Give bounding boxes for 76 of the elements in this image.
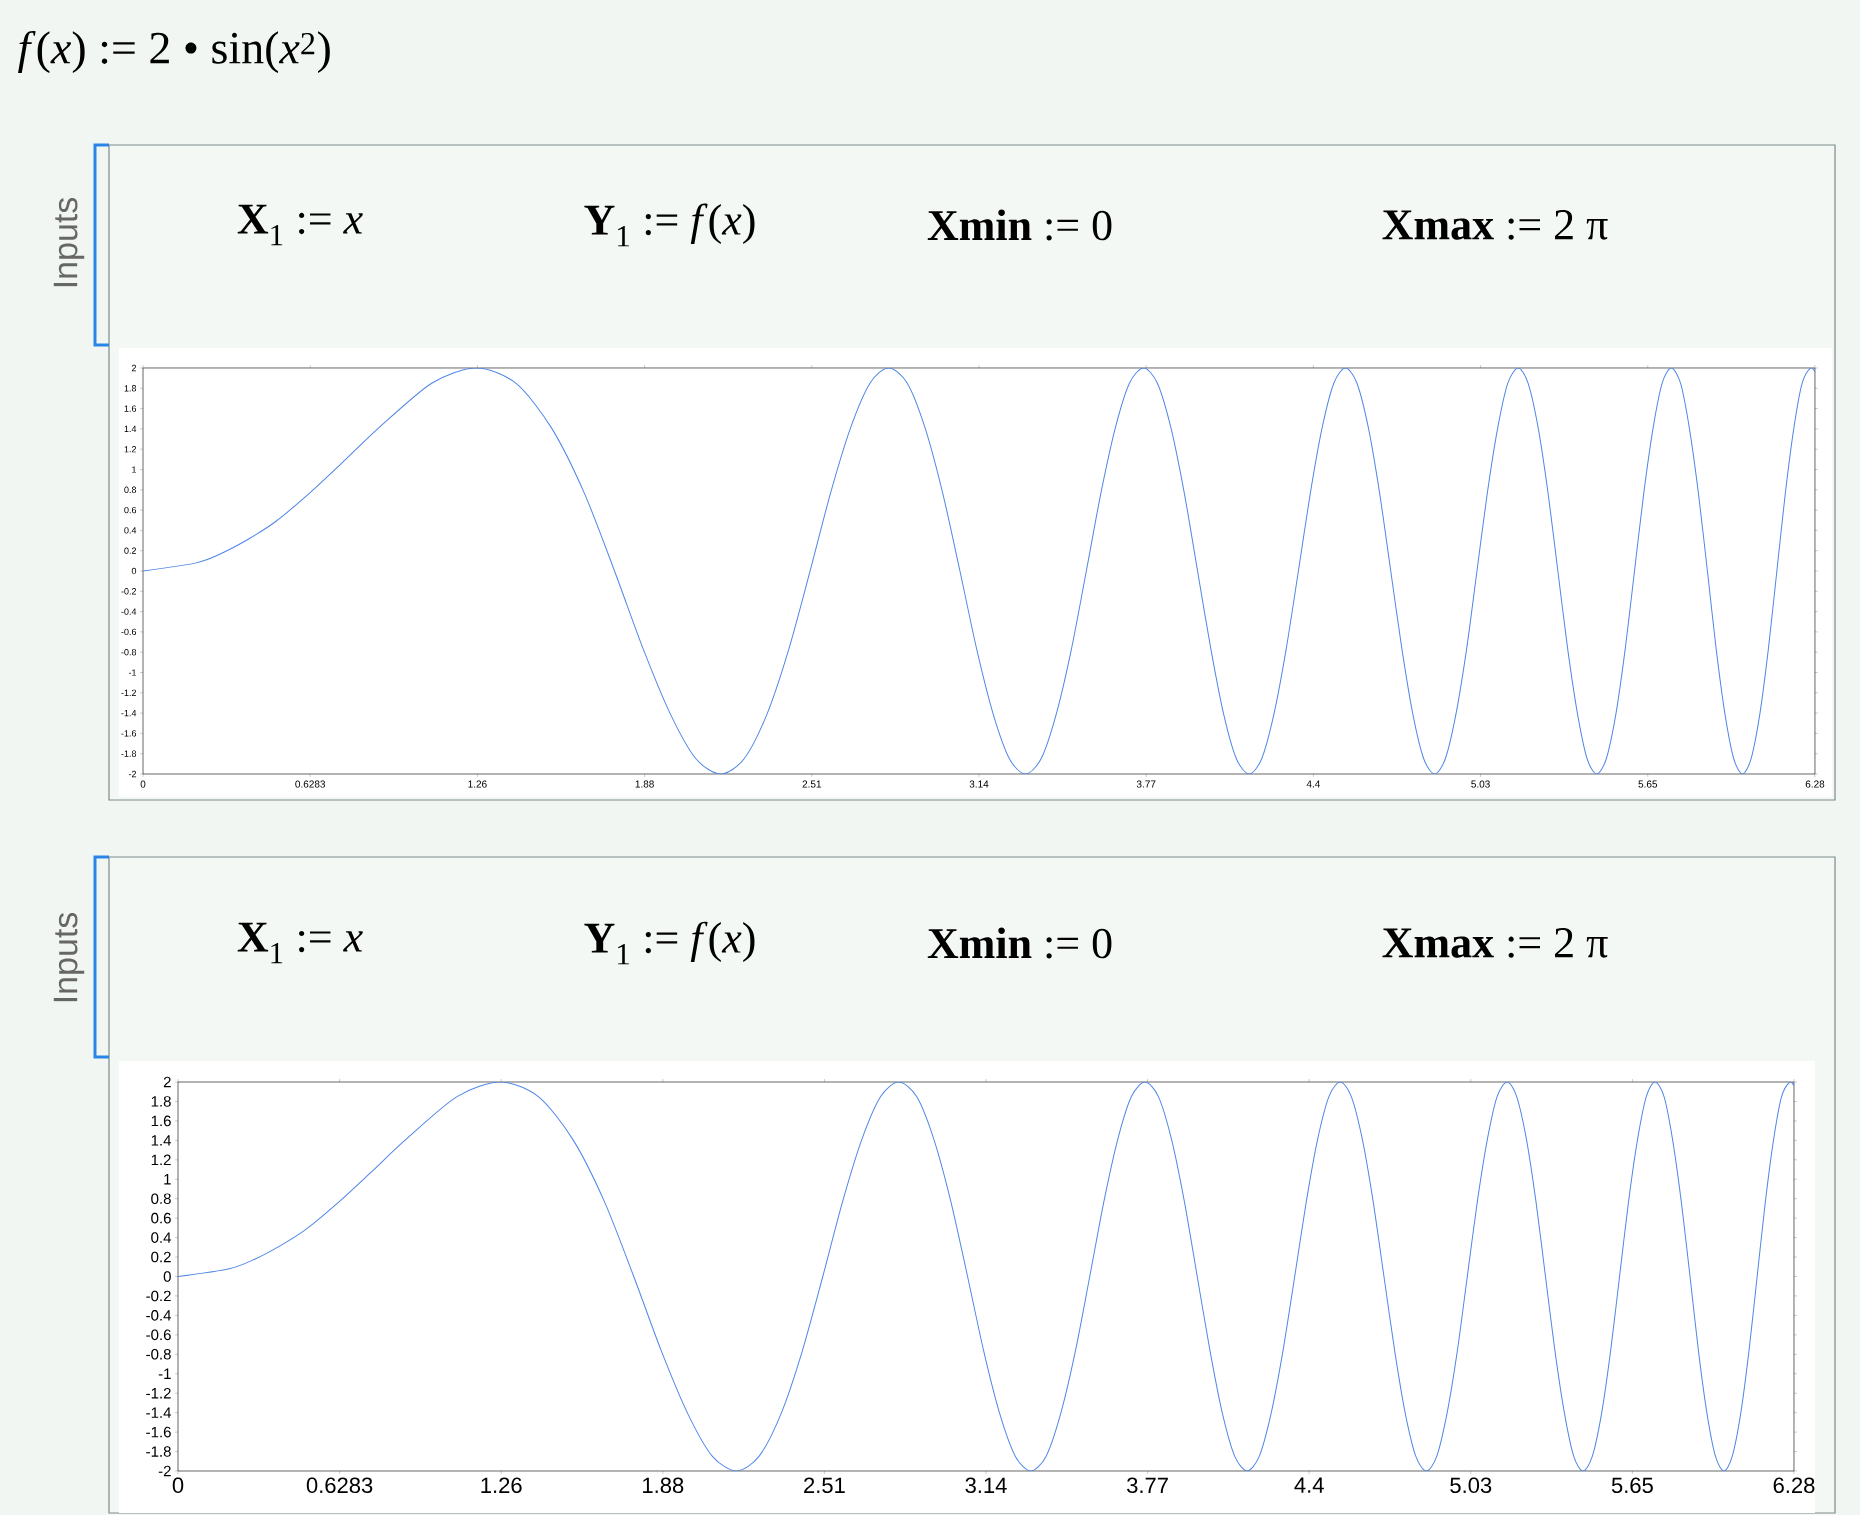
y-tick-label: -0.6: [121, 628, 137, 636]
y-tick-label: 2: [131, 364, 137, 372]
text: Xmax := 2 π: [1382, 928, 1608, 958]
x-tick-label: 5.03: [1450, 1477, 1492, 1494]
text: Xmin := 0: [927, 927, 1112, 959]
y-tick-label: 0.4: [124, 527, 137, 534]
y-tick-label: -1.2: [146, 1387, 171, 1399]
y-tick-label: 0.4: [151, 1232, 172, 1243]
x-tick-label: 5.03: [1471, 780, 1490, 788]
text: Inputs: [53, 912, 85, 1002]
y-tick-label: 0: [163, 1271, 171, 1282]
text: Y$_{1}$ := f(x): [584, 203, 755, 247]
text: Xmin := 0: [927, 209, 1112, 241]
y-tick-label: 1.8: [151, 1096, 171, 1107]
y-tick-label: -0.4: [146, 1310, 172, 1321]
x-tick-label: 3.14: [969, 780, 989, 788]
x-tick-label: 0.6283: [295, 780, 326, 788]
y-tick-label: -0.6: [146, 1329, 171, 1341]
y-tick-label: 1.6: [124, 405, 137, 412]
y-tick-label: 0.8: [124, 486, 137, 493]
x-tick-label: 3.77: [1127, 1477, 1168, 1494]
y-tick-label: 1: [164, 1174, 171, 1185]
chart-title: f(x) := 2 • sin(x$^{2}$): [18, 30, 330, 74]
y-tick-label: -0.8: [121, 649, 137, 656]
x-tick-label: 0.6283: [306, 1477, 373, 1494]
text: Y$_{1}$ := f(x): [584, 921, 755, 965]
y-tick-label: 1.4: [151, 1135, 172, 1146]
line-series: [178, 1082, 1794, 1471]
y-tick-label: 1: [132, 466, 137, 473]
x-tick-label: 4.4: [1306, 780, 1321, 788]
x-tick-label: 1.88: [643, 1477, 684, 1494]
x-tick-label: 1.88: [635, 780, 654, 788]
x-tick-label: 6.28: [1805, 780, 1825, 788]
text: X$_{1}$ := x: [237, 204, 363, 246]
x-tick-label: 5.65: [1611, 1477, 1653, 1494]
y-tick-label: -1.8: [146, 1446, 171, 1457]
x-tick-label: 0: [140, 780, 146, 788]
x-tick-label: 6.28: [1773, 1477, 1815, 1494]
text: Inputs: [53, 197, 85, 287]
y-tick-label: 0.6: [124, 506, 137, 514]
x-tick-label: 3.14: [965, 1477, 1007, 1494]
line-series: [143, 367, 1815, 774]
y-tick-label: -1.4: [146, 1407, 172, 1418]
text: Xmax := 2 π: [1382, 210, 1608, 240]
x-tick-label: 5.65: [1638, 780, 1658, 788]
x-tick-label: 2.51: [804, 1477, 845, 1494]
y-tick-label: 0.8: [151, 1193, 171, 1204]
y-tick-label: 0.2: [124, 547, 137, 554]
x-tick-label: 1.26: [468, 780, 487, 788]
y-tick-label: 1.2: [151, 1154, 171, 1166]
y-tick-label: -2: [158, 1465, 171, 1477]
y-tick-label: -1.4: [121, 709, 137, 717]
y-tick-label: -1.6: [121, 730, 137, 737]
y-tick-label: -0.8: [146, 1348, 171, 1360]
text: X$_{1}$ := x: [237, 922, 363, 964]
y-tick-label: 0: [131, 567, 137, 575]
y-tick-label: -1: [158, 1368, 171, 1379]
y-tick-label: 1.2: [124, 446, 137, 453]
y-tick-label: 1.6: [151, 1115, 171, 1127]
x-tick-label: 4.4: [1294, 1477, 1324, 1493]
y-tick-label: 1.8: [124, 385, 137, 392]
y-tick-label: 0.6: [151, 1212, 171, 1224]
y-tick-label: -0.2: [121, 588, 137, 595]
y-tick-label: -1: [128, 669, 137, 676]
y-tick-label: -1.2: [121, 689, 137, 696]
y-tick-label: -0.4: [121, 608, 137, 615]
y-tick-label: 1.4: [124, 425, 137, 432]
x-tick-label: 3.77: [1136, 780, 1156, 788]
y-tick-label: -0.2: [146, 1290, 171, 1302]
x-tick-label: 1.26: [481, 1477, 522, 1494]
y-tick-label: 2: [163, 1076, 171, 1088]
x-tick-label: 2.51: [802, 780, 822, 788]
y-tick-label: -2: [128, 770, 137, 778]
y-tick-label: 0.2: [151, 1251, 171, 1263]
y-tick-label: -1.6: [146, 1426, 171, 1438]
y-tick-label: -1.8: [121, 750, 137, 757]
